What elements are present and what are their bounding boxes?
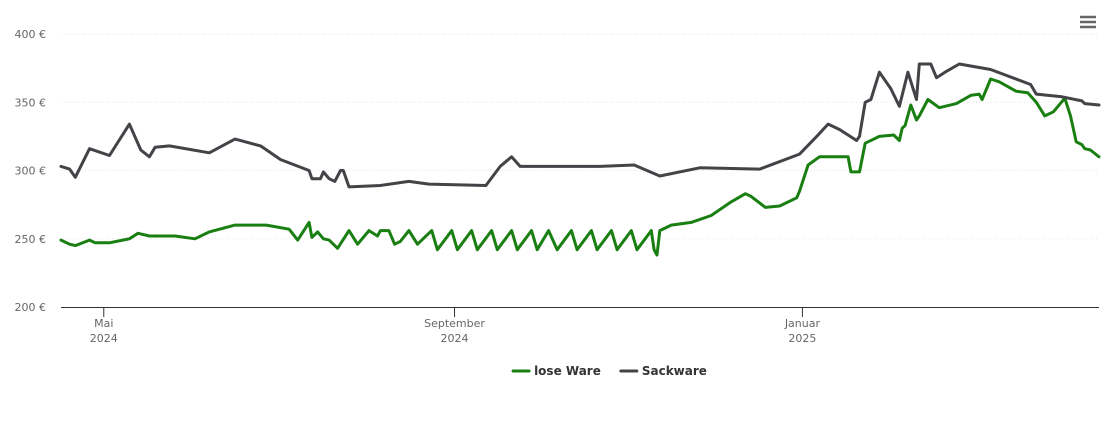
legend: lose Ware Sackware (511, 364, 707, 378)
line-series (59, 62, 1101, 189)
y-tick-label: 400 € (15, 28, 47, 41)
line-series (59, 77, 1101, 257)
x-tick-label: 2025 (788, 332, 816, 345)
legend-label: Sackware (642, 364, 707, 378)
y-tick-label: 350 € (15, 96, 47, 109)
y-tick-label: 200 € (15, 301, 47, 314)
legend-item[interactable]: lose Ware (511, 364, 601, 378)
x-tick-label: 2024 (90, 332, 118, 345)
menu-button[interactable] (1078, 14, 1098, 32)
legend-item[interactable]: Sackware (619, 364, 707, 378)
x-tick-label: 2024 (441, 332, 469, 345)
y-tick-label: 250 € (15, 233, 47, 246)
legend-label: lose Ware (534, 364, 601, 378)
y-tick-label: 300 € (15, 165, 47, 178)
x-tick-label: Mai (94, 317, 113, 330)
x-tick-label: September (424, 317, 485, 330)
x-tick-label: Januar (784, 317, 821, 330)
